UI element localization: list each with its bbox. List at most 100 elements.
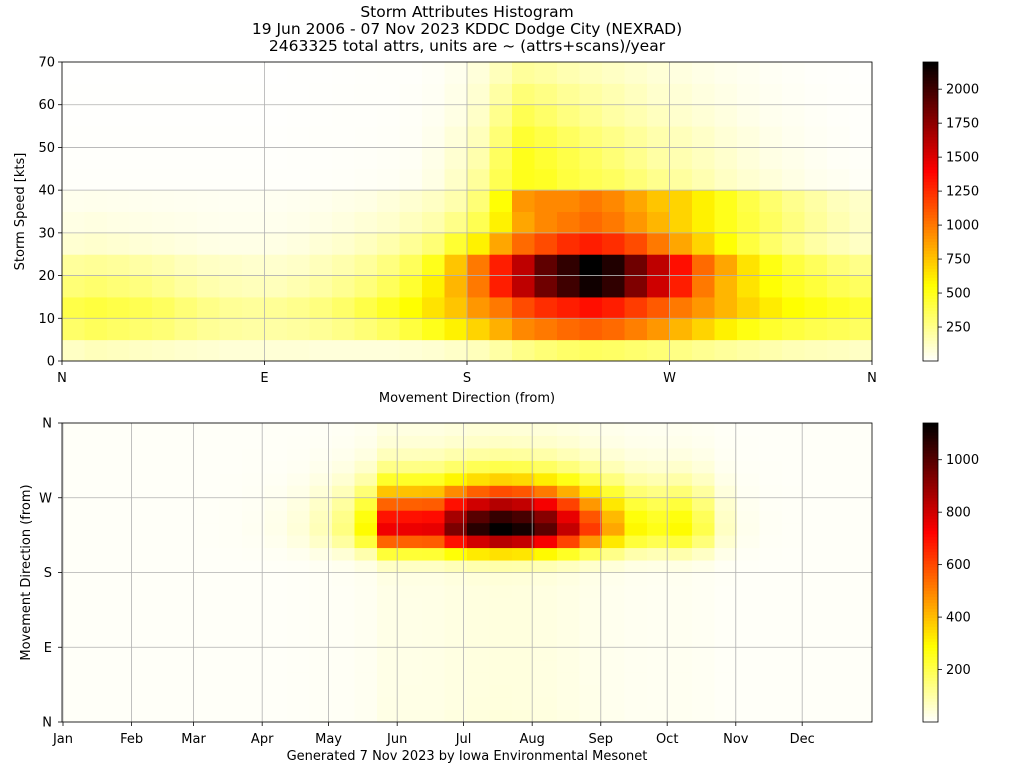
colorbar-segment — [923, 358, 938, 362]
heatmap-cell — [737, 190, 760, 212]
heatmap-cell — [332, 547, 355, 561]
heatmap-cell — [332, 672, 355, 686]
heatmap-cell — [107, 684, 130, 698]
colorbar-segment — [923, 268, 938, 272]
colorbar-segment — [923, 623, 938, 627]
colorbar-segment — [923, 106, 938, 111]
heatmap-cell — [534, 435, 558, 449]
heatmap-cell — [759, 709, 783, 723]
y-axis-label: Storm Speed [kts] — [13, 153, 28, 271]
heatmap-cell — [557, 659, 580, 673]
heatmap-cell — [287, 168, 310, 191]
colorbar-segment — [923, 686, 938, 690]
heatmap-cell — [377, 254, 400, 277]
heatmap-cell — [467, 485, 490, 499]
heatmap-cell — [557, 684, 580, 698]
heatmap-cell — [309, 447, 333, 461]
heatmap-cell — [242, 634, 265, 648]
heatmap-cell — [129, 254, 153, 277]
heatmap-cell — [534, 634, 558, 648]
chart-note: 2463325 total attrs, units are ~ (attrs+… — [268, 37, 666, 55]
heatmap-cell — [534, 104, 558, 127]
heatmap-cell — [309, 609, 333, 623]
y-tick-label: 70 — [38, 56, 55, 71]
heatmap-cell — [399, 62, 423, 84]
heatmap-cell — [579, 254, 603, 277]
heatmap-cell — [737, 423, 760, 436]
heatmap-cell — [422, 460, 445, 474]
heatmap-cell — [849, 485, 873, 499]
heatmap-cell — [804, 460, 828, 474]
colorbar-segment — [923, 130, 938, 135]
date-direction-heatmap: Jan Feb Mar Apr May Jun Jul Aug Sep Oct Nov DecNESW… — [19, 417, 979, 748]
heatmap-cell — [152, 126, 175, 148]
heatmap-cell — [669, 634, 693, 648]
heatmap-cell — [174, 318, 198, 341]
heatmap-cell — [107, 659, 130, 673]
heatmap-cell — [714, 510, 738, 524]
heatmap-cell — [557, 647, 580, 661]
heatmap-cell — [84, 485, 108, 499]
heatmap-cell — [489, 535, 513, 549]
heatmap-cell — [692, 318, 715, 341]
heatmap-cell — [534, 584, 558, 598]
heatmap-cell — [489, 296, 513, 319]
heatmap-cell — [557, 472, 580, 486]
heatmap-cell — [422, 510, 445, 524]
colorbar-segment — [923, 235, 938, 240]
plot-frame — [61, 61, 873, 362]
heatmap-cell — [62, 634, 85, 648]
heatmap-cell — [804, 104, 828, 127]
heatmap-cell — [804, 684, 828, 698]
colorbar-segment — [923, 262, 938, 266]
heatmap-cell — [804, 435, 828, 449]
heatmap-cell — [489, 497, 513, 511]
heatmap-cell — [827, 547, 850, 561]
heatmap-cell — [534, 296, 558, 319]
colorbar-frame — [922, 422, 939, 723]
heatmap-cell — [107, 275, 130, 298]
heatmap-cell — [534, 168, 558, 191]
heatmap-cell — [197, 275, 220, 298]
heatmap-cell — [579, 126, 603, 148]
heatmap-cell — [849, 126, 873, 148]
heatmap-cell — [399, 296, 423, 319]
heatmap-cell — [602, 168, 625, 191]
heatmap-cell — [624, 211, 648, 234]
heatmap-cell — [534, 232, 558, 255]
colorbar-segment — [923, 334, 938, 338]
heatmap-cell — [444, 622, 468, 636]
heatmap-cell — [309, 647, 333, 661]
heatmap-cell — [264, 254, 288, 277]
heatmap-cell — [62, 447, 85, 461]
heatmap-cell — [692, 339, 715, 362]
heatmap-cell — [354, 62, 378, 84]
heatmap-cell — [62, 535, 85, 549]
heatmap-cell — [602, 62, 625, 84]
heatmap-cell — [444, 211, 468, 234]
heatmap-cell — [309, 147, 333, 170]
heatmap-cell — [129, 126, 153, 148]
heatmap-cell — [197, 232, 220, 255]
heatmap-cell — [624, 622, 648, 636]
heatmap-cell — [152, 168, 175, 191]
heatmap-cell — [467, 622, 490, 636]
heatmap-cell — [759, 609, 783, 623]
colorbar-segment — [923, 232, 938, 237]
heatmap-cell — [534, 254, 558, 277]
y-tick-label: 40 — [38, 184, 55, 199]
heatmap-cell — [534, 522, 558, 536]
heatmap-cell — [264, 584, 288, 598]
heatmap-cell — [107, 339, 130, 362]
heatmap-cell — [377, 126, 400, 148]
heatmap-cell — [782, 435, 805, 449]
colorbar-segment — [923, 434, 938, 439]
colorbar-segment — [923, 521, 938, 526]
heatmap-cell — [84, 572, 108, 586]
heatmap-cell — [354, 510, 378, 524]
heatmap-cell — [399, 572, 423, 586]
heatmap-cell — [782, 647, 805, 661]
heatmap-cell — [534, 190, 558, 212]
heatmap-cell — [332, 709, 355, 723]
heatmap-cell — [332, 510, 355, 524]
